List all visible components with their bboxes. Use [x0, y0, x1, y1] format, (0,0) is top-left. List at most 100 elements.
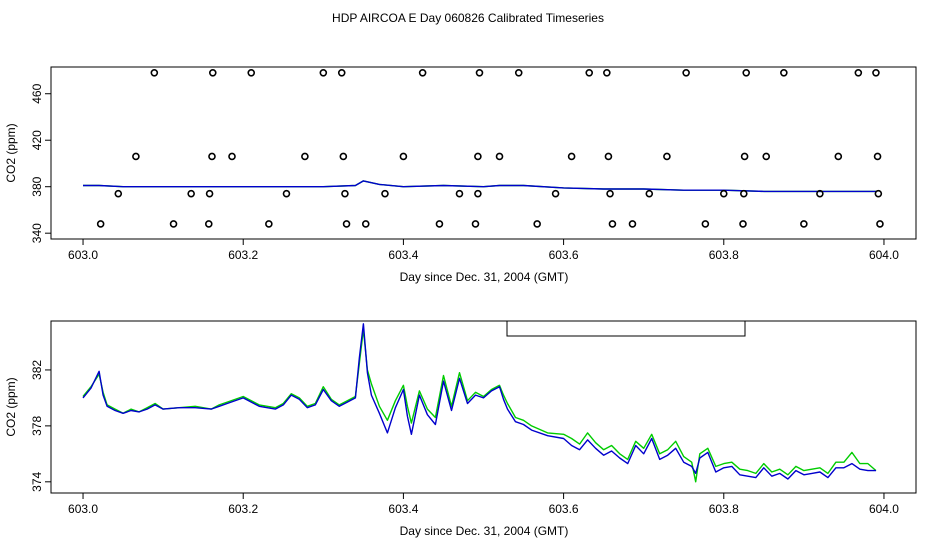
top-scatter-point — [533, 220, 541, 228]
top-y-tick-label: 460 — [30, 83, 44, 103]
top-y-tick-label: 420 — [30, 130, 44, 150]
top-scatter-point — [742, 69, 751, 77]
bottom-panel: 603.0 603.2 603.4 603.6 603.8 604.0 374 378 382… — [4, 320, 917, 538]
top-scatter-point — [740, 189, 748, 198]
top-scatter-point — [872, 69, 880, 77]
bottom-y-tick-label: 382 — [30, 360, 44, 380]
top-series-blue — [83, 180, 876, 193]
bottom-x-ticks: 603.0 603.2 603.4 603.6 603.8 604.0 — [68, 493, 899, 516]
bottom-plot-frame — [50, 320, 917, 494]
top-scatter-point — [873, 152, 882, 161]
top-scatter-point — [381, 189, 389, 198]
top-scatter-point — [399, 152, 408, 161]
top-x-tick-label: 603.2 — [228, 248, 258, 262]
bottom-series — [82, 323, 877, 483]
top-scatter-point — [874, 189, 883, 198]
top-scatter-point — [474, 152, 482, 161]
top-scatter-point — [228, 152, 236, 161]
top-scatter-point — [603, 69, 611, 77]
top-scatter-point — [187, 189, 195, 198]
top-scatter-point — [495, 152, 504, 161]
top-series — [83, 180, 876, 193]
top-scatter-point — [780, 69, 788, 77]
top-scatter-point — [282, 189, 291, 198]
bottom-x-axis-label: Day since Dec. 31, 2004 (GMT) — [400, 524, 569, 538]
top-scatter-points — [96, 69, 884, 228]
top-scatter-point — [854, 69, 863, 77]
top-x-tick-label: 604.0 — [869, 248, 899, 262]
top-scatter-point — [132, 152, 140, 161]
top-scatter-point — [341, 189, 349, 198]
top-panel: 603.0 603.2 603.4 603.6 603.8 604.0 340 380 420… — [4, 66, 917, 284]
top-x-tick-label: 603.0 — [68, 248, 98, 262]
bottom-y-tick-label: 374 — [30, 471, 44, 491]
top-y-tick-label: 340 — [30, 223, 44, 243]
top-scatter-point — [800, 220, 808, 228]
top-plot-frame — [50, 66, 917, 240]
bottom-y-tick-label: 378 — [30, 416, 44, 436]
top-scatter-point — [551, 189, 560, 198]
top-scatter-point — [606, 189, 614, 198]
top-scatter-point — [471, 220, 480, 228]
top-x-axis-label: Day since Dec. 31, 2004 (GMT) — [400, 270, 569, 284]
bottom-y-axis-label: CO2 (ppm) — [4, 377, 18, 436]
top-scatter-point — [682, 69, 690, 77]
top-x-ticks: 603.0 603.2 603.4 603.6 603.8 604.0 — [68, 239, 899, 262]
top-scatter-point — [208, 69, 217, 77]
top-scatter-point — [663, 152, 671, 161]
top-scatter-point — [701, 220, 710, 228]
top-scatter-point — [435, 220, 444, 228]
bottom-series-green — [82, 328, 877, 483]
bottom-x-tick-label: 604.0 — [869, 502, 899, 516]
top-scatter-point — [628, 220, 637, 228]
top-y-ticks: 340 380 420 460 — [30, 83, 51, 243]
top-scatter-point — [762, 152, 771, 161]
top-scatter-point — [150, 69, 159, 77]
top-scatter-point — [474, 189, 482, 198]
top-scatter-point — [604, 152, 613, 161]
top-scatter-point — [319, 69, 328, 77]
top-scatter-point — [719, 189, 728, 198]
bottom-x-tick-label: 603.8 — [709, 502, 739, 516]
top-scatter-point — [834, 152, 843, 161]
figure-title: HDP AIRCOA E Day 060826 Calibrated Times… — [332, 11, 604, 25]
top-scatter-point — [514, 69, 523, 77]
top-scatter-point — [740, 152, 749, 161]
bottom-x-tick-label: 603.2 — [228, 502, 258, 516]
bottom-x-tick-label: 603.0 — [68, 502, 98, 516]
bottom-x-tick-label: 603.6 — [549, 502, 579, 516]
top-scatter-point — [265, 220, 273, 228]
top-scatter-point — [96, 220, 105, 228]
top-y-axis-label: CO2 (ppm) — [4, 123, 18, 182]
top-scatter-point — [876, 220, 884, 228]
top-scatter-point — [342, 220, 351, 228]
top-scatter-point — [475, 69, 484, 77]
top-scatter-point — [567, 152, 576, 161]
top-scatter-point — [114, 189, 123, 198]
top-scatter-point — [337, 69, 346, 77]
top-scatter-point — [739, 220, 747, 228]
top-scatter-point — [339, 152, 348, 161]
top-scatter-point — [247, 69, 256, 77]
bottom-y-ticks: 374 378 382 — [30, 360, 51, 492]
top-scatter-point — [208, 152, 216, 161]
top-x-tick-label: 603.6 — [549, 248, 579, 262]
top-scatter-point — [455, 189, 464, 198]
top-scatter-point — [204, 220, 213, 228]
top-scatter-point — [205, 189, 214, 198]
top-scatter-point — [361, 220, 370, 228]
top-scatter-point — [645, 189, 654, 198]
legend-box — [506, 320, 746, 337]
bottom-x-tick-label: 603.4 — [388, 502, 418, 516]
top-scatter-point — [301, 152, 309, 161]
top-scatter-point — [585, 69, 594, 77]
top-scatter-point — [608, 220, 617, 228]
top-x-tick-label: 603.8 — [709, 248, 739, 262]
top-scatter-point — [418, 69, 427, 77]
bottom-series-blue — [82, 323, 876, 480]
top-scatter-point — [816, 189, 824, 198]
top-x-tick-label: 603.4 — [388, 248, 418, 262]
top-y-tick-label: 380 — [30, 176, 44, 196]
top-scatter-point — [169, 220, 178, 228]
